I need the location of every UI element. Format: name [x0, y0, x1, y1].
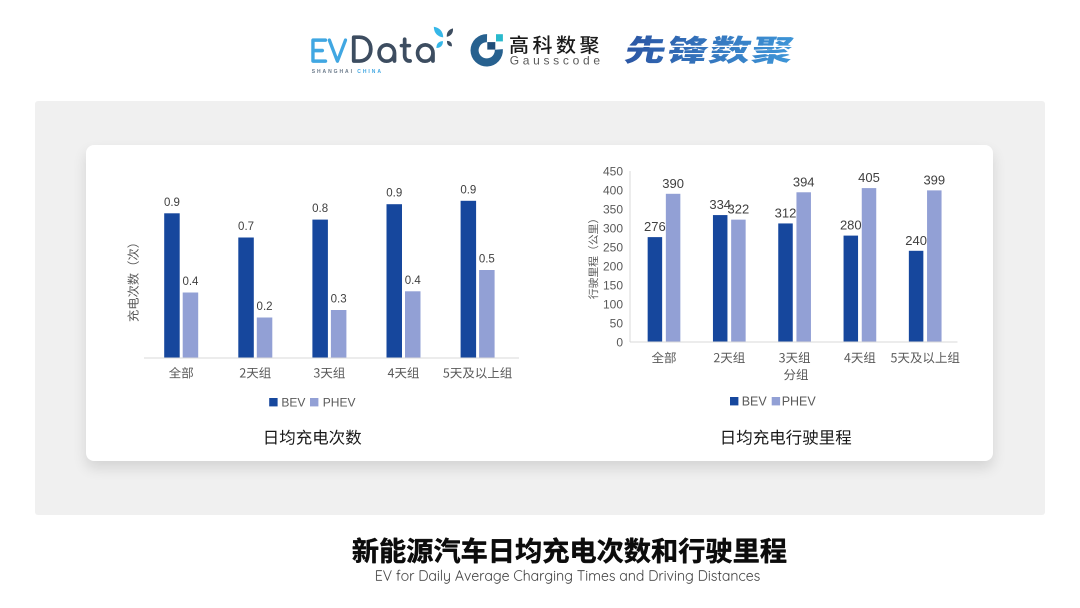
- svg-text:SHANGHAI CHINA: SHANGHAI CHINA: [312, 69, 383, 75]
- svg-text:BEV: BEV: [742, 395, 768, 409]
- svg-text:240: 240: [905, 233, 927, 248]
- svg-text:334: 334: [709, 197, 731, 212]
- svg-text:0.9: 0.9: [164, 197, 180, 209]
- svg-text:390: 390: [662, 176, 684, 191]
- svg-text:0.7: 0.7: [238, 221, 254, 233]
- svg-text:200: 200: [603, 259, 623, 273]
- svg-text:0.9: 0.9: [386, 188, 402, 200]
- svg-text:0.3: 0.3: [331, 294, 347, 306]
- svg-text:350: 350: [603, 202, 623, 216]
- svg-text:280: 280: [840, 218, 862, 233]
- svg-text:Gausscode: Gausscode: [510, 54, 604, 68]
- svg-text:450: 450: [603, 164, 623, 178]
- svg-text:394: 394: [793, 174, 815, 189]
- svg-text:0.5: 0.5: [479, 254, 495, 266]
- svg-text:400: 400: [603, 183, 623, 197]
- svg-text:0.2: 0.2: [257, 301, 273, 313]
- svg-text:276: 276: [644, 219, 666, 234]
- svg-text:100: 100: [603, 297, 623, 311]
- svg-text:0.8: 0.8: [312, 203, 328, 215]
- svg-text:322: 322: [728, 202, 750, 217]
- svg-text:50: 50: [610, 316, 624, 330]
- svg-text:250: 250: [603, 240, 623, 254]
- svg-text:312: 312: [775, 205, 797, 220]
- svg-text:PHEV: PHEV: [782, 395, 817, 409]
- svg-text:399: 399: [923, 172, 945, 187]
- svg-text:0: 0: [616, 335, 623, 349]
- svg-text:0.4: 0.4: [405, 275, 422, 287]
- svg-text:0.4: 0.4: [182, 276, 199, 288]
- svg-text:0.9: 0.9: [460, 184, 476, 196]
- svg-text:300: 300: [603, 221, 623, 235]
- svg-text:150: 150: [603, 278, 623, 292]
- svg-text:405: 405: [858, 170, 880, 185]
- svg-text:PHEV: PHEV: [323, 395, 356, 409]
- svg-text:BEV: BEV: [281, 395, 305, 409]
